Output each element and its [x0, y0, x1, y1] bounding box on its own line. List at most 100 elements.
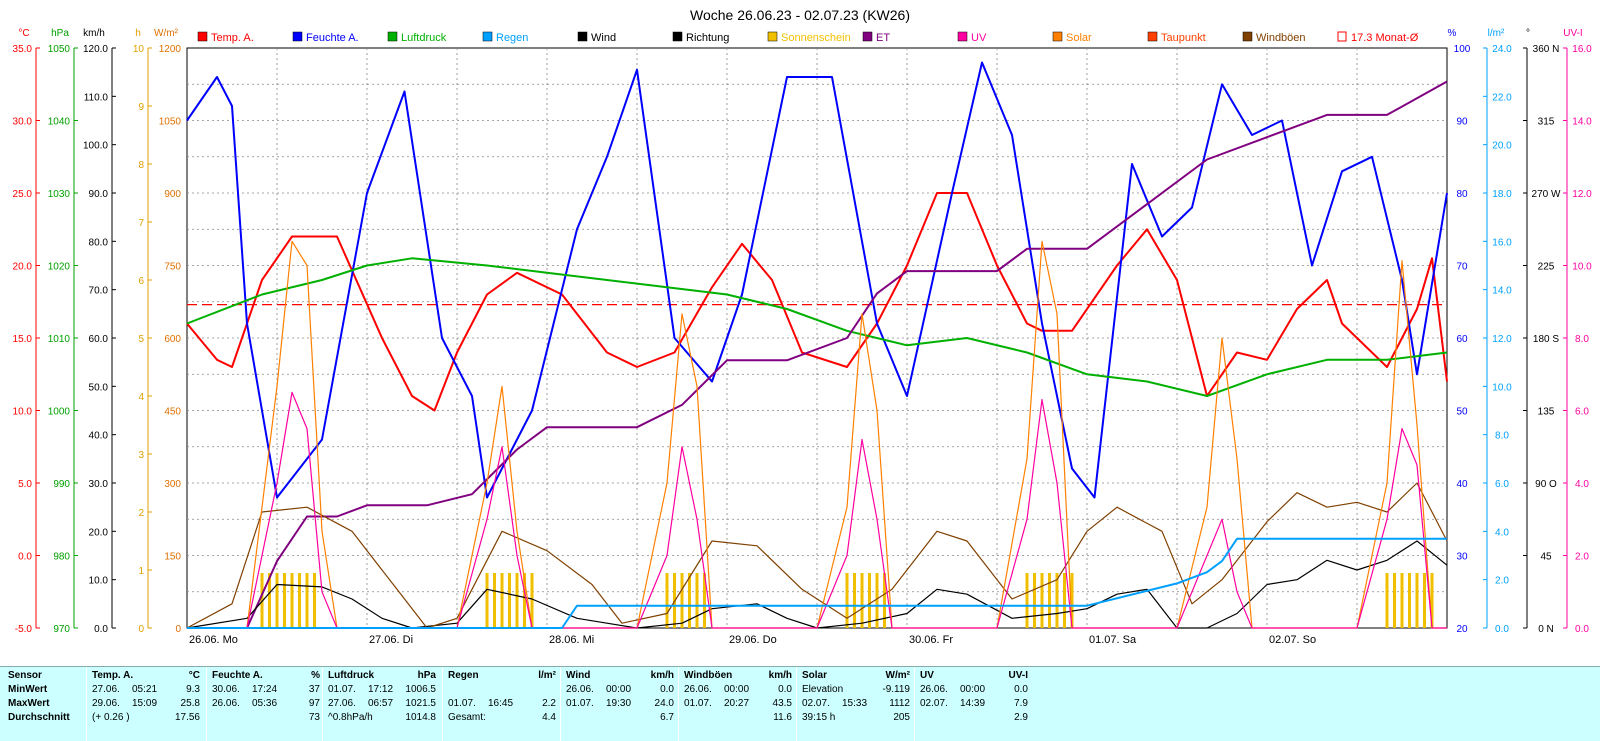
wm2-axis-tick: 900 — [164, 189, 181, 200]
kmh-axis-tick: 0.0 — [94, 624, 108, 635]
legend-label: Taupunkt — [1161, 32, 1206, 44]
table-date: 02.07. — [802, 698, 830, 709]
sunshine-bar — [688, 573, 691, 628]
sunshine-bar — [1033, 573, 1036, 628]
table-separator — [206, 667, 207, 741]
temp-axis-tick: 15.0 — [13, 334, 33, 345]
series-line-et — [187, 80, 1448, 629]
hpa-axis-tick: 1040 — [48, 117, 71, 128]
table-time: 05:36 — [252, 698, 278, 709]
table-row-label: Sensor — [8, 670, 42, 681]
table-time: 00:00 — [724, 684, 750, 695]
legend-marker — [672, 31, 683, 42]
series-line-feuchte-a- — [186, 61, 1448, 499]
table-separator — [442, 667, 443, 741]
table-date: 39:15 h — [802, 712, 836, 723]
sunshine-bar — [1400, 573, 1404, 628]
lm2-axis-tick: 8.0 — [1495, 431, 1509, 442]
series-line-windb-en — [186, 482, 1448, 629]
axis-unit-label: h — [135, 28, 141, 39]
sunshine-bar — [853, 573, 856, 628]
dir-axis-tick: 360 N — [1533, 44, 1560, 55]
uvi-axis-tick: 12.0 — [1572, 189, 1592, 200]
legend-label: Solar — [1066, 32, 1092, 44]
wm2-axis-tick: 1200 — [159, 44, 182, 55]
x-tick-label: 30.06. Fr — [909, 634, 953, 646]
table-separator — [914, 667, 915, 741]
sunshine-bar — [703, 573, 706, 628]
hpa-axis-tick: 1050 — [48, 44, 71, 55]
legend-label: ET — [876, 32, 890, 44]
table-date: 30.06. — [212, 684, 240, 695]
sunshine-bar — [695, 573, 699, 628]
temp-axis-tick: 25.0 — [13, 189, 33, 200]
uvi-axis-tick: 14.0 — [1572, 117, 1592, 128]
h-axis-tick: 10 — [133, 44, 145, 55]
kmh-axis-tick: 40.0 — [89, 431, 109, 442]
legend-marker — [1242, 31, 1253, 42]
dir-axis-tick: 135 — [1538, 407, 1555, 418]
pct-axis-tick: 40 — [1456, 479, 1468, 490]
legend-marker — [577, 31, 588, 42]
table-date: Gesamt: — [448, 712, 486, 723]
table-separator — [678, 667, 679, 741]
sunshine-bar — [845, 573, 849, 628]
sunshine-bar — [290, 573, 294, 628]
table-time: 19:30 — [606, 698, 632, 709]
sunshine-bar — [1040, 573, 1044, 628]
table-value: 37 — [308, 684, 320, 695]
dir-axis-tick: 0 N — [1538, 624, 1554, 635]
pct-axis-tick: 50 — [1456, 407, 1468, 418]
table-date: 02.07. — [920, 698, 948, 709]
table-time: 00:00 — [960, 684, 986, 695]
h-axis-tick: 2 — [138, 508, 144, 519]
h-axis-tick: 3 — [138, 450, 144, 461]
hpa-axis-tick: 1030 — [48, 189, 71, 200]
legend-marker — [862, 31, 873, 42]
lm2-axis-tick: 16.0 — [1492, 237, 1512, 248]
legend-label: Sonnenschein — [781, 32, 851, 44]
table-date: ^0.8hPa/h — [328, 712, 373, 723]
legend-marker — [292, 31, 303, 42]
kmh-axis-tick: 120.0 — [83, 44, 108, 55]
hpa-axis-tick: 1010 — [48, 334, 71, 345]
sunshine-bar — [283, 573, 286, 628]
table-value: 25.8 — [180, 698, 200, 709]
table-value: 17.56 — [174, 712, 200, 723]
dir-axis-tick: 225 — [1538, 262, 1555, 273]
wm2-axis-tick: 450 — [164, 407, 181, 418]
sunshine-bar — [1423, 573, 1426, 628]
table-group-unit: % — [311, 670, 320, 681]
legend-label: UV — [971, 32, 987, 44]
hpa-axis-tick: 970 — [53, 624, 70, 635]
table-group-unit: UV-I — [1008, 670, 1028, 681]
legend-label: 17.3 Monat-Ø — [1351, 32, 1419, 44]
sunshine-bar — [515, 573, 519, 628]
table-date: 01.07. — [684, 698, 712, 709]
sunshine-bar — [665, 573, 669, 628]
sunshine-bar — [268, 573, 271, 628]
h-axis-tick: 5 — [138, 334, 144, 345]
h-axis-tick: 1 — [138, 566, 144, 577]
legend-marker — [957, 31, 968, 42]
table-group-title: Windböen — [684, 670, 733, 681]
dir-axis-tick: 180 S — [1533, 334, 1559, 345]
table-date: 27.06. — [92, 684, 120, 695]
table-time: 15:33 — [842, 698, 868, 709]
table-date: 01.07. — [566, 698, 594, 709]
sunshine-bar — [1070, 573, 1074, 628]
dir-axis-tick: 270 W — [1532, 189, 1561, 200]
wm2-axis-tick: 1050 — [159, 117, 182, 128]
table-value: 24.0 — [654, 698, 674, 709]
kmh-axis-tick: 30.0 — [89, 479, 109, 490]
table-value: 2.9 — [1014, 712, 1028, 723]
uvi-axis-tick: 10.0 — [1572, 262, 1592, 273]
legend-label: Regen — [496, 32, 528, 44]
kmh-axis-tick: 90.0 — [89, 189, 109, 200]
kmh-axis-tick: 100.0 — [83, 141, 108, 152]
axis-unit-label: UV-I — [1563, 28, 1582, 39]
x-tick-label: 01.07. Sa — [1089, 634, 1137, 646]
sunshine-bar — [508, 573, 511, 628]
sunshine-bar — [530, 573, 534, 628]
sunshine-bar — [1055, 573, 1059, 628]
